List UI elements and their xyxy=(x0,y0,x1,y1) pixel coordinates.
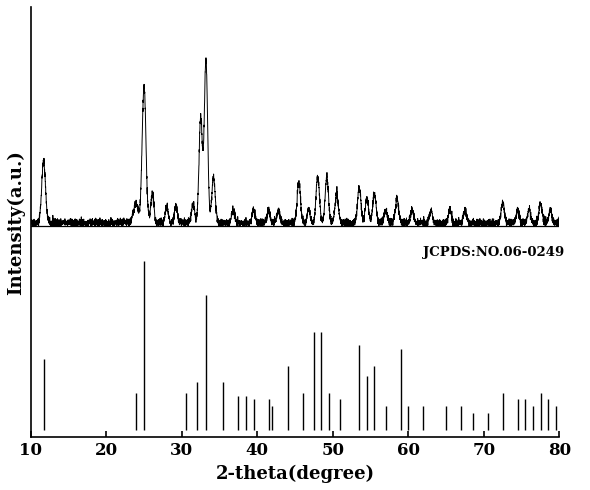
Text: JCPDS:NO.06-0249: JCPDS:NO.06-0249 xyxy=(424,245,565,259)
X-axis label: 2-theta(degree): 2-theta(degree) xyxy=(215,465,375,483)
Y-axis label: Intensity(a.u.): Intensity(a.u.) xyxy=(7,150,25,294)
